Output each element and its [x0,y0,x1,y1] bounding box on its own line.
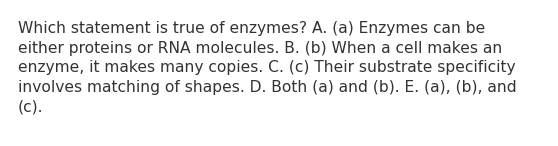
Text: Which statement is true of enzymes? A. (a) Enzymes can be
either proteins or RNA: Which statement is true of enzymes? A. (… [18,21,517,114]
